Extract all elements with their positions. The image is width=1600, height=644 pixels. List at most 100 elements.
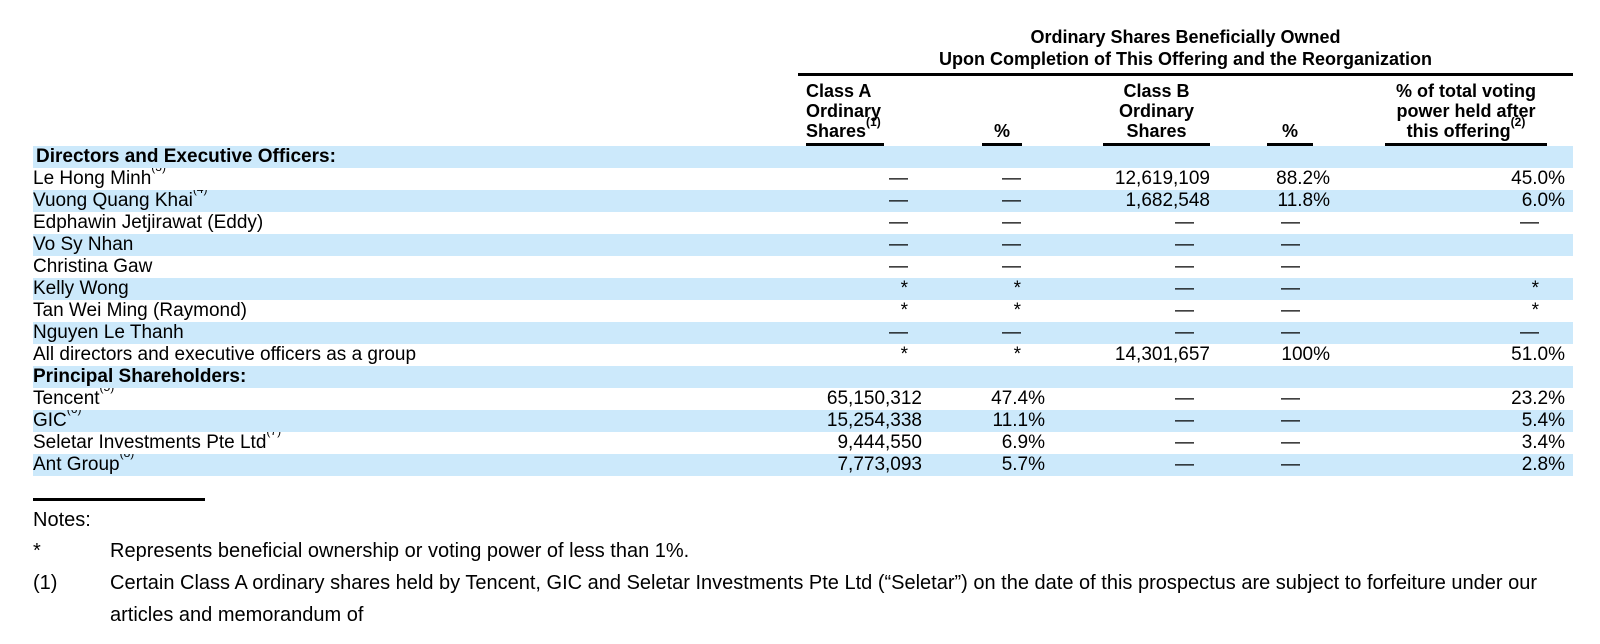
notes-heading: Notes: bbox=[33, 509, 91, 531]
cell-class-b-pct: — bbox=[1281, 432, 1300, 453]
cell-class-a-pct: — bbox=[922, 190, 1045, 212]
cell-voting-pct: 45.0% bbox=[1511, 168, 1566, 189]
cell-class-a-pct: * bbox=[1013, 344, 1021, 365]
cell-class-b-shares: — bbox=[1175, 212, 1194, 233]
ownership-table: Ordinary Shares Beneficially Owned Upon … bbox=[33, 26, 1574, 476]
cell-voting-pct: — bbox=[1330, 322, 1574, 344]
shareholder-name: Ant Group(8) bbox=[33, 454, 798, 476]
table-title-row: Ordinary Shares Beneficially Owned Upon … bbox=[33, 26, 1574, 76]
cell-class-b-shares: 14,301,657 bbox=[1114, 344, 1210, 365]
cell-class-a-pct: — bbox=[922, 322, 1045, 344]
shareholder-name: Le Hong Minh(3) bbox=[33, 168, 166, 189]
cell-voting-pct bbox=[1330, 146, 1574, 168]
table-row-principal-section: Principal Shareholders: bbox=[33, 366, 1574, 388]
cell-class-a-pct: * bbox=[922, 278, 1045, 300]
shareholder-name: Vuong Quang Khai(4) bbox=[33, 190, 798, 212]
cell-class-a-shares: * bbox=[900, 300, 908, 321]
cell-voting-pct: 5.4% bbox=[1330, 410, 1574, 432]
corner-spacer bbox=[33, 75, 798, 147]
table-title: Ordinary Shares Beneficially Owned Upon … bbox=[798, 26, 1574, 76]
table-row: Le Hong Minh(3) — — 12,619,109 88.2% 45.… bbox=[33, 168, 1573, 190]
cell-class-b-shares: — bbox=[1175, 388, 1194, 409]
table-row: Kelly Wong * * — — * bbox=[33, 278, 1574, 300]
cell-class-a-shares: 15,254,338 bbox=[798, 410, 922, 432]
shareholder-name: Tan Wei Ming (Raymond) bbox=[33, 300, 248, 321]
cell-voting-pct: — bbox=[1520, 212, 1540, 233]
cell-voting-pct bbox=[1330, 256, 1573, 278]
cell-class-a-shares: 7,773,093 bbox=[798, 454, 922, 476]
cell-class-a-shares bbox=[798, 146, 922, 168]
cell-voting-pct bbox=[1330, 234, 1574, 256]
table-row-directors-section: Directors and Executive Officers: bbox=[33, 146, 1574, 168]
footnote-marker: (1) bbox=[33, 572, 58, 594]
table-row: Vuong Quang Khai(4) — — 1,682,548 11.8% … bbox=[33, 190, 1574, 212]
footnote-ref-2: (2) bbox=[1510, 115, 1526, 129]
cell-class-b-shares bbox=[1045, 366, 1210, 388]
cell-class-a-shares: — bbox=[798, 322, 922, 344]
cell-class-a-pct: — bbox=[1002, 212, 1021, 233]
cell-class-b-pct: — bbox=[1281, 388, 1300, 409]
cell-class-a-pct: 6.9% bbox=[1001, 432, 1045, 453]
col-header-class-b-pct: % bbox=[1210, 75, 1330, 146]
cell-class-a-pct: 5.7% bbox=[922, 454, 1045, 476]
cell-class-b-pct: 100% bbox=[1281, 344, 1330, 365]
cell-class-a-pct: — bbox=[1002, 168, 1021, 189]
cell-class-b-shares: 12,619,109 bbox=[1114, 168, 1210, 189]
cell-class-b-shares: — bbox=[1045, 410, 1210, 432]
cell-voting-pct: 3.4% bbox=[1521, 432, 1566, 453]
cell-class-b-shares: — bbox=[1175, 300, 1194, 321]
cell-class-a-shares bbox=[798, 366, 922, 388]
table-row: GIC(6) 15,254,338 11.1% — — 5.4% bbox=[33, 410, 1574, 432]
cell-class-b-pct: — bbox=[1210, 322, 1330, 344]
shareholder-name: All directors and executive officers as … bbox=[33, 344, 417, 365]
footnote-marker: * bbox=[33, 540, 41, 562]
cell-class-a-pct: — bbox=[922, 234, 1045, 256]
shareholder-name: Nguyen Le Thanh bbox=[33, 322, 798, 344]
shareholder-name: GIC(6) bbox=[33, 410, 798, 432]
cell-class-a-shares: — bbox=[798, 190, 922, 212]
table-title-line1: Ordinary Shares Beneficially Owned bbox=[1030, 27, 1341, 47]
cell-class-a-shares: — bbox=[889, 256, 908, 277]
cell-class-a-shares: * bbox=[798, 278, 922, 300]
table-row: Ant Group(8) 7,773,093 5.7% — — 2.8% bbox=[33, 454, 1574, 476]
cell-voting-pct bbox=[1330, 366, 1574, 388]
cell-class-a-shares: 9,444,550 bbox=[837, 432, 922, 453]
cell-class-b-pct: — bbox=[1281, 300, 1300, 321]
cell-voting-pct: 6.0% bbox=[1330, 190, 1574, 212]
table-title-line2: Upon Completion of This Offering and the… bbox=[939, 49, 1432, 69]
cell-class-a-shares: — bbox=[889, 168, 908, 189]
cell-class-b-shares bbox=[1045, 146, 1210, 168]
table-row: Seletar Investments Pte Ltd(7) 9,444,550… bbox=[33, 432, 1573, 454]
table-row: All directors and executive officers as … bbox=[33, 344, 1573, 366]
table-row: Edphawin Jetjirawat (Eddy) — — — — — bbox=[33, 212, 1573, 234]
cell-class-b-pct: — bbox=[1281, 212, 1300, 233]
corner-spacer bbox=[33, 26, 798, 75]
cell-class-a-pct: * bbox=[1013, 300, 1021, 321]
col-header-class-b-shares: Class B Ordinary Shares bbox=[1045, 75, 1210, 146]
cell-class-a-shares: — bbox=[889, 212, 908, 233]
cell-voting-pct: 2.8% bbox=[1330, 454, 1574, 476]
cell-class-b-shares: 1,682,548 bbox=[1045, 190, 1210, 212]
section-label: Directors and Executive Officers: bbox=[33, 146, 798, 168]
table-row: Nguyen Le Thanh — — — — — bbox=[33, 322, 1574, 344]
cell-class-b-shares: — bbox=[1045, 278, 1210, 300]
cell-voting-pct: * bbox=[1531, 300, 1540, 321]
table-row: Tan Wei Ming (Raymond) * * — — * bbox=[33, 300, 1573, 322]
cell-class-b-pct: — bbox=[1281, 256, 1300, 277]
table-row: Christina Gaw — — — — bbox=[33, 256, 1573, 278]
cell-class-a-pct: 11.1% bbox=[922, 410, 1045, 432]
shareholder-name: Tencent(5) bbox=[33, 388, 114, 409]
column-header-row: Class A Ordinary Shares(1) % Class B Ord… bbox=[33, 75, 1573, 147]
cell-class-b-pct bbox=[1210, 366, 1330, 388]
cell-voting-pct: * bbox=[1330, 278, 1574, 300]
cell-class-a-shares: * bbox=[900, 344, 908, 365]
col-header-class-a-shares: Class A Ordinary Shares(1) bbox=[798, 75, 922, 146]
cell-class-b-pct: — bbox=[1210, 278, 1330, 300]
footnote-asterisk: * Represents beneficial ownership or vot… bbox=[33, 535, 1600, 567]
cell-class-b-shares: — bbox=[1175, 432, 1194, 453]
footnote-1: (1) Certain Class A ordinary shares held… bbox=[33, 567, 1600, 631]
shareholder-name: Edphawin Jetjirawat (Eddy) bbox=[33, 212, 264, 233]
footnote-text: Represents beneficial ownership or votin… bbox=[110, 540, 690, 562]
cell-voting-pct: 23.2% bbox=[1511, 388, 1566, 409]
